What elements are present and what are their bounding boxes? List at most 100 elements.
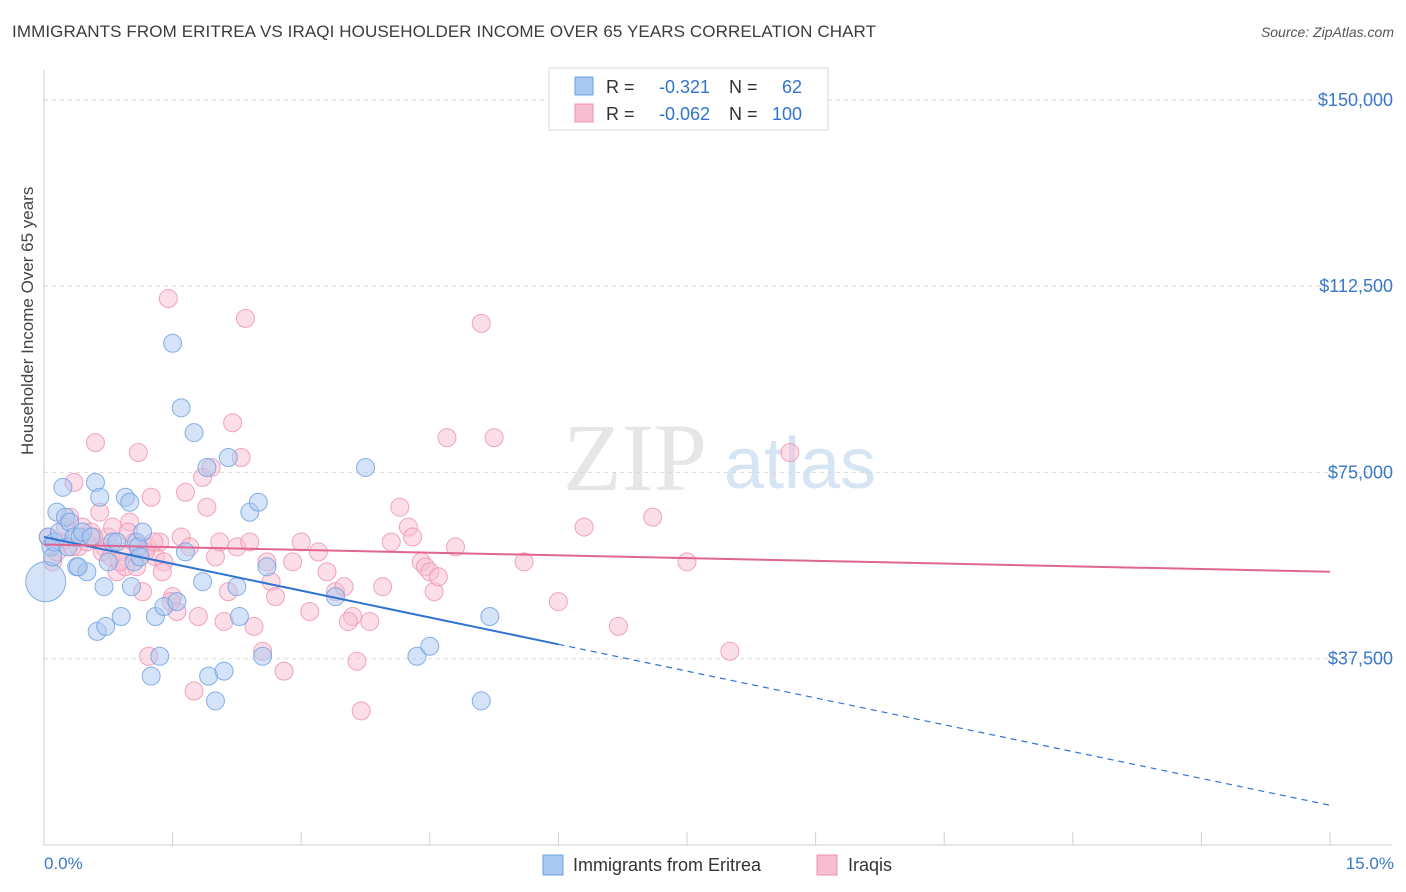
- iraqis-point: [283, 552, 303, 572]
- eritrea-point: [257, 557, 277, 577]
- iraqis-point: [274, 661, 294, 681]
- eritrea-point: [171, 398, 191, 418]
- iraqis-point: [428, 567, 448, 587]
- legend-r-label-iraqis: R =: [606, 104, 635, 124]
- iraqis-point: [390, 497, 410, 517]
- iraqis-point: [300, 602, 320, 622]
- eritrea-points: [25, 333, 500, 711]
- iraqis-point: [381, 532, 401, 552]
- eritrea-point: [218, 448, 238, 468]
- iraqis-point: [548, 592, 568, 612]
- iraqis-point: [188, 606, 208, 626]
- iraqis-trend-line: [43, 543, 1331, 573]
- iraqis-point: [446, 537, 466, 557]
- y-tick-label: $75,000: [1328, 462, 1393, 482]
- chart-title: IMMIGRANTS FROM ERITREA VS IRAQI HOUSEHO…: [12, 22, 877, 41]
- eritrea-point: [141, 666, 161, 686]
- bottom-legend-label-eritrea: Immigrants from Eritrea: [573, 855, 762, 875]
- trend-lines: [43, 536, 1331, 806]
- series-legend: Immigrants from Eritrea Iraqis: [542, 854, 892, 876]
- iraqis-point: [360, 611, 380, 631]
- eritrea-point: [53, 477, 73, 497]
- iraqis-point: [484, 428, 504, 448]
- y-axis-label: Householder Income Over 65 years: [18, 186, 37, 455]
- eritrea-point: [133, 522, 153, 542]
- iraqis-point: [128, 443, 148, 463]
- bottom-legend-swatch-iraqis: [816, 854, 838, 876]
- eritrea-point: [193, 572, 213, 592]
- iraqis-point: [235, 308, 255, 328]
- eritrea-point: [214, 661, 234, 681]
- eritrea-point: [163, 333, 183, 353]
- eritrea-point: [150, 646, 170, 666]
- iraqis-point: [184, 681, 204, 701]
- iraqis-point: [240, 532, 260, 552]
- stats-legend: R = -0.321 N = 62 R = -0.062 N = 100: [548, 67, 829, 131]
- eritrea-point: [107, 532, 127, 552]
- eritrea-point: [96, 616, 116, 636]
- eritrea-point: [184, 423, 204, 443]
- iraqis-point: [437, 428, 457, 448]
- legend-n-value-iraqis: 100: [772, 104, 802, 124]
- eritrea-point: [253, 646, 273, 666]
- iraqis-point: [351, 701, 371, 721]
- source-label: Source: ZipAtlas.com: [1260, 24, 1394, 40]
- iraqis-point: [608, 616, 628, 636]
- eritrea-point: [90, 487, 110, 507]
- eritrea-trend-line: [43, 536, 559, 646]
- eritrea-trend-line-projection: [558, 643, 1331, 806]
- bottom-legend-label-iraqis: Iraqis: [848, 855, 892, 875]
- eritrea-point: [94, 577, 114, 597]
- iraqis-point: [85, 433, 105, 453]
- eritrea-point: [98, 552, 118, 572]
- eritrea-point: [471, 691, 491, 711]
- bottom-legend-swatch-eritrea: [542, 854, 564, 876]
- eritrea-point: [356, 457, 375, 477]
- eritrea-point: [121, 577, 141, 597]
- watermark-zip: ZIP: [563, 404, 707, 511]
- legend-swatch-eritrea: [574, 76, 594, 96]
- eritrea-point: [175, 542, 195, 562]
- legend-n-value-eritrea: 62: [782, 77, 802, 97]
- eritrea-point: [25, 561, 67, 603]
- grid: [44, 99, 1392, 660]
- stats-legend-box: [548, 67, 829, 131]
- legend-r-value-eritrea: -0.321: [659, 77, 710, 97]
- eritrea-point: [120, 492, 140, 512]
- iraqis-point: [223, 413, 243, 433]
- legend-r-label-eritrea: R =: [606, 77, 635, 97]
- x-tick-label-max: 15.0%: [1346, 854, 1394, 873]
- legend-swatch-iraqis: [574, 103, 594, 123]
- eritrea-point: [227, 577, 247, 597]
- x-tick-label-min: 0.0%: [44, 854, 83, 873]
- iraqis-point: [152, 562, 172, 582]
- eritrea-point: [167, 592, 187, 612]
- iraqis-point: [210, 532, 230, 552]
- eritrea-point: [420, 636, 440, 656]
- y-tick-labels: $37,500 $75,000 $112,500 $150,000: [1318, 90, 1393, 669]
- eritrea-point: [248, 492, 268, 512]
- iraqis-point: [780, 443, 800, 463]
- iraqis-point: [197, 497, 217, 517]
- legend-n-label-iraqis: N =: [729, 104, 758, 124]
- iraqis-point: [574, 517, 594, 537]
- y-tick-label: $112,500: [1319, 276, 1393, 296]
- legend-r-value-iraqis: -0.062: [659, 104, 710, 124]
- iraqis-point: [643, 507, 663, 527]
- iraqis-point: [317, 562, 337, 582]
- eritrea-point: [197, 457, 217, 477]
- iraqis-point: [265, 587, 285, 607]
- y-tick-label: $37,500: [1328, 649, 1393, 669]
- eritrea-point: [205, 691, 225, 711]
- eritrea-point: [480, 606, 500, 626]
- iraqis-point: [308, 542, 328, 562]
- iraqis-point: [338, 611, 358, 631]
- legend-n-label-eritrea: N =: [729, 77, 758, 97]
- x-ticks: [43, 832, 1331, 845]
- iraqis-point: [403, 527, 423, 547]
- eritrea-point: [229, 606, 249, 626]
- iraqis-point: [373, 577, 393, 597]
- eritrea-point: [81, 527, 101, 547]
- eritrea-point: [68, 557, 88, 577]
- iraqis-point: [677, 552, 697, 572]
